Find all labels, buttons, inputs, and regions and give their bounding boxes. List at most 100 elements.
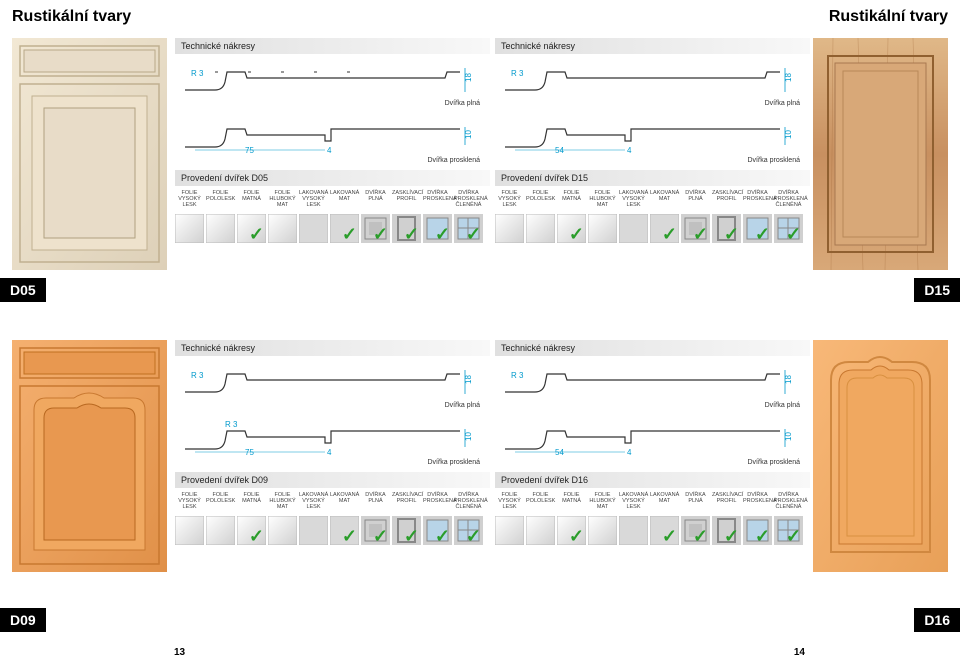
door-d16: [813, 340, 948, 572]
swatch: ✓: [712, 214, 741, 243]
col-header: DVÍŘKA PLNÁ: [681, 492, 710, 514]
profile-glass: R 3 10 4 75: [175, 417, 490, 457]
provedeni-title: Provedení dvířek D09: [175, 472, 490, 488]
swatch: [619, 516, 648, 545]
dim-r3b: R 3: [225, 420, 238, 429]
col-header: FOLIE POLOLESK: [526, 492, 555, 514]
tech-title: Technické nákresy: [175, 38, 490, 54]
swatch: [526, 214, 555, 243]
col-header: DVÍŘKA PLNÁ: [361, 190, 390, 212]
dim-54: 54: [555, 146, 564, 155]
swatch: [268, 516, 297, 545]
swatch: ✓: [237, 516, 266, 545]
dim-4: 4: [327, 448, 332, 457]
swatch: ✓: [392, 516, 421, 545]
swatch: ✓: [681, 516, 710, 545]
swatch: ✓: [557, 214, 586, 243]
col-header: ZASKLÍVACÍ PROFIL: [392, 492, 421, 514]
check-icon: ✓: [569, 224, 584, 245]
check-icon: ✓: [724, 224, 739, 245]
profile-full: R 3 18: [495, 360, 810, 400]
dim-4: 4: [327, 146, 332, 155]
provedeni-title: Provedení dvířek D16: [495, 472, 810, 488]
check-icon: ✓: [466, 224, 481, 245]
tech-block-d05: Technické nákresy R 3 18 Dvířka plná 10 …: [175, 38, 490, 243]
check-icon: ✓: [569, 526, 584, 547]
swatch: ✓: [454, 516, 483, 545]
dim-r3: R 3: [511, 69, 524, 78]
dim-r3: R 3: [511, 371, 524, 380]
swatch: [175, 516, 204, 545]
check-icon: ✓: [342, 526, 357, 547]
label-d09: D09: [0, 608, 46, 632]
check-icon: ✓: [786, 224, 801, 245]
swatch-row: ✓✓✓✓✓✓: [175, 516, 490, 545]
swatch: ✓: [237, 214, 266, 243]
swatch: [619, 214, 648, 243]
swatch-row: ✓ ✓ ✓ ✓ ✓ ✓: [495, 214, 810, 243]
col-header: FOLIE VYSOKÝ LESK: [175, 190, 204, 212]
col-header: LAKOVANÁ VYSOKÝ LESK: [619, 492, 648, 514]
swatch: ✓: [681, 214, 710, 243]
profile-label-full: Dvířka plná: [495, 100, 810, 107]
check-icon: ✓: [693, 224, 708, 245]
column-headers: FOLIE VYSOKÝ LESKFOLIE POLOLESKFOLIE MAT…: [175, 492, 490, 514]
dim-4: 4: [627, 146, 632, 155]
profile-glass: 10 4 54: [495, 115, 810, 155]
dim-r3: R 3: [191, 69, 204, 78]
profile-full: R 3 18: [175, 58, 490, 98]
check-icon: ✓: [466, 526, 481, 547]
col-header: DVÍŘKA PLNÁ: [361, 492, 390, 514]
swatch: ✓: [557, 516, 586, 545]
page-number-right: 14: [794, 647, 805, 658]
col-header: DVÍŘKA PROSKLENÁ: [423, 190, 452, 212]
col-header: LAKOVANÁ MAT: [330, 492, 359, 514]
swatch: [175, 214, 204, 243]
check-icon: ✓: [249, 224, 264, 245]
col-header: FOLIE HLUBOKÝ MAT: [268, 190, 297, 212]
swatch: [495, 516, 524, 545]
check-icon: ✓: [755, 224, 770, 245]
profile-full: R 3 18: [175, 360, 490, 400]
swatch: [526, 516, 555, 545]
check-icon: ✓: [724, 526, 739, 547]
col-header: FOLIE POLOLESK: [206, 492, 235, 514]
check-icon: ✓: [373, 526, 388, 547]
col-header: FOLIE MATNÁ: [237, 492, 266, 514]
col-header: FOLIE VYSOKÝ LESK: [175, 492, 204, 514]
profile-glass: 10 4 54: [495, 417, 810, 457]
col-header: DVÍŘKA PROSKLENÁ ČLENĚNÁ: [774, 190, 803, 212]
check-icon: ✓: [435, 224, 450, 245]
profile-label-glass: Dvířka prosklená: [495, 459, 810, 466]
swatch: ✓: [712, 516, 741, 545]
page-header-left: Rustikální tvary: [12, 8, 131, 26]
label-d15: D15: [914, 278, 960, 302]
swatch: [299, 516, 328, 545]
col-header: ZASKLÍVACÍ PROFIL: [712, 492, 741, 514]
col-header: DVÍŘKA PROSKLENÁ: [423, 492, 452, 514]
col-header: LAKOVANÁ MAT: [330, 190, 359, 212]
door-d09: [12, 340, 167, 572]
provedeni-title: Provedení dvířek D15: [495, 170, 810, 186]
swatch: ✓: [650, 214, 679, 243]
door-d15: [813, 38, 948, 270]
tech-block-d15: Technické nákresy R 3 18 Dvířka plná 10 …: [495, 38, 810, 243]
col-header: FOLIE MATNÁ: [557, 492, 586, 514]
check-icon: ✓: [435, 526, 450, 547]
col-header: FOLIE MATNÁ: [557, 190, 586, 212]
swatch: [206, 214, 235, 243]
col-header: FOLIE VYSOKÝ LESK: [495, 492, 524, 514]
swatch: [588, 214, 617, 243]
swatch: ✓: [423, 516, 452, 545]
label-d16: D16: [914, 608, 960, 632]
col-header: LAKOVANÁ VYSOKÝ LESK: [619, 190, 648, 212]
dim-75: 75: [245, 146, 254, 155]
dim-r3: R 3: [191, 371, 204, 380]
swatch-row: ✓✓✓✓✓✓: [175, 214, 490, 243]
check-icon: ✓: [662, 224, 677, 245]
col-header: ZASKLÍVACÍ PROFIL: [712, 190, 741, 212]
profile-label-full: Dvířka plná: [495, 402, 810, 409]
col-header: FOLIE HLUBOKÝ MAT: [268, 492, 297, 514]
swatch: ✓: [423, 214, 452, 243]
check-icon: ✓: [693, 526, 708, 547]
